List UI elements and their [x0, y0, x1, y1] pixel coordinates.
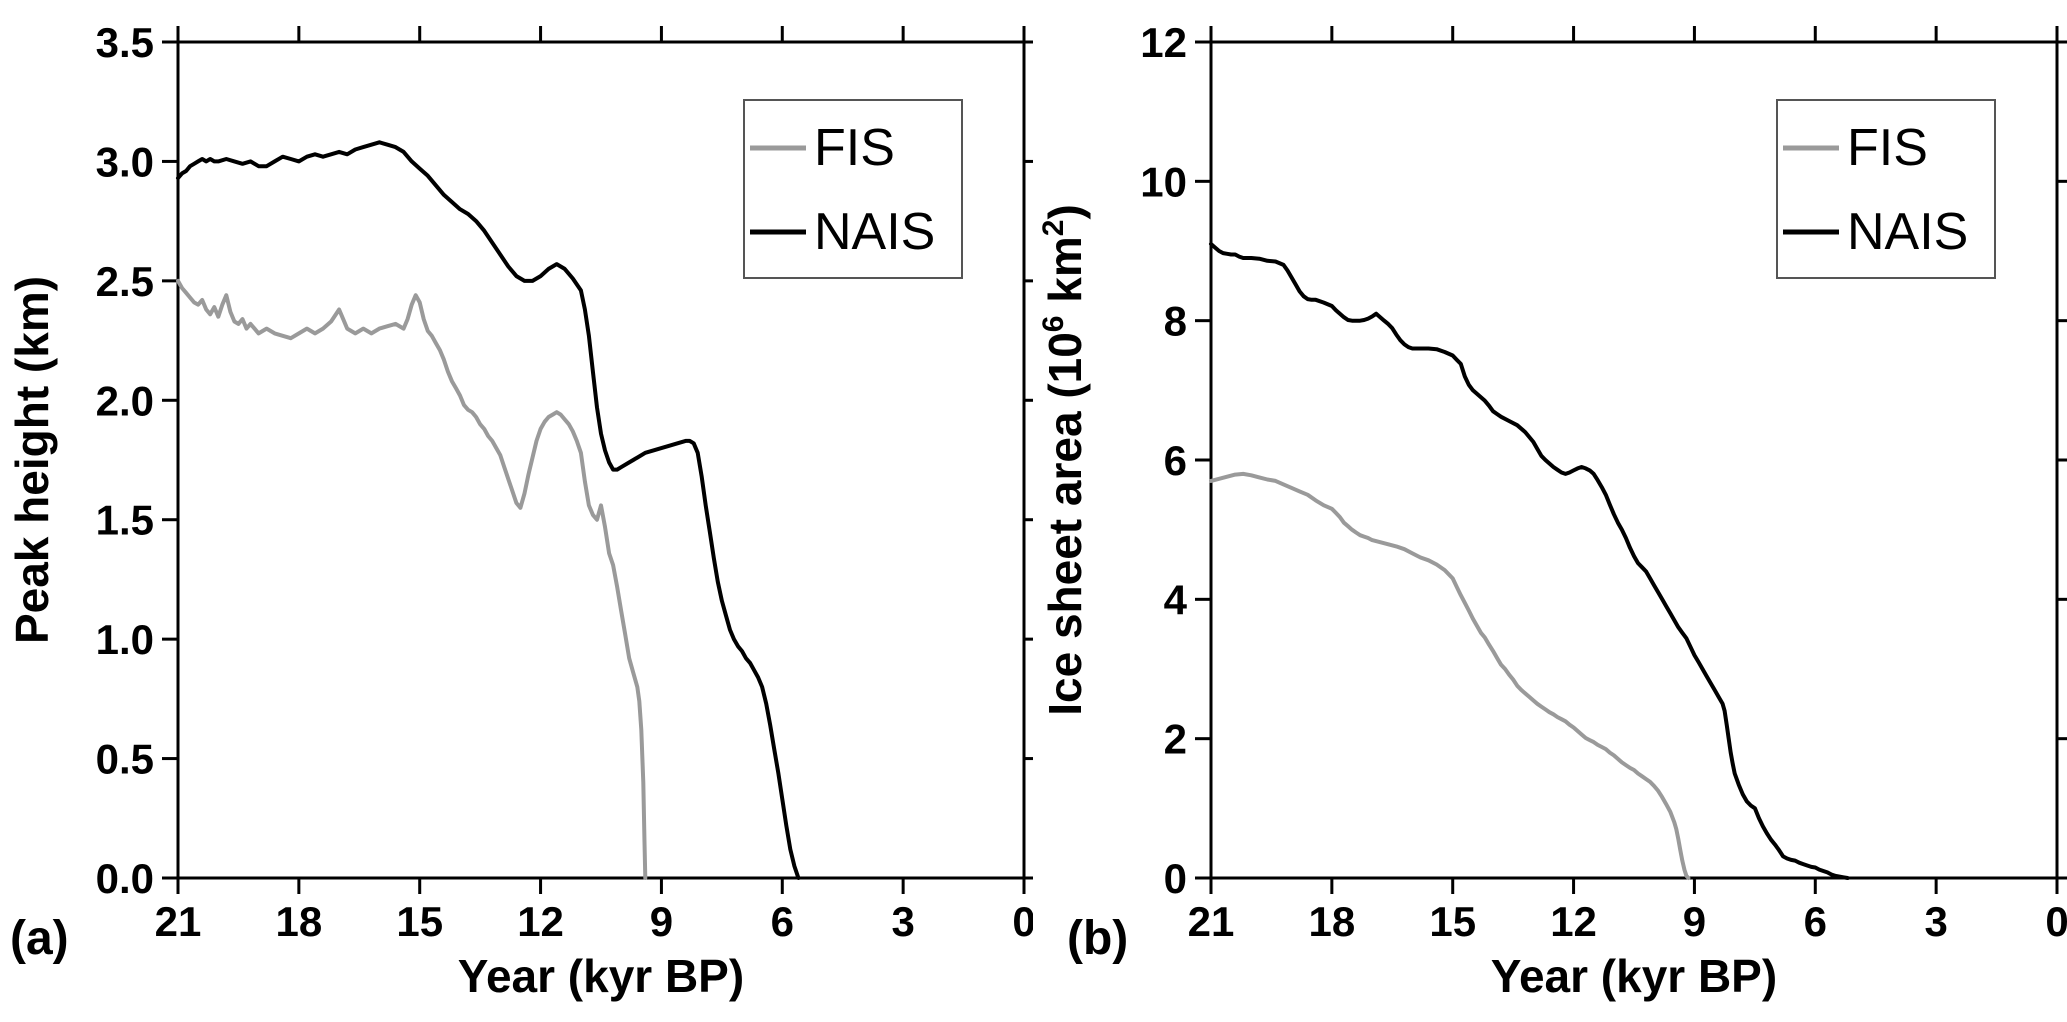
svg-text:Peak height (km): Peak height (km) [6, 276, 58, 644]
panel-a: 21 18 15 12 9 6 3 0 0.0 0.5 1.0 1.5 2.0 2.5 3.0 3.5 FIS N… [0, 0, 1033, 1022]
y-tick-label: 0 [1164, 855, 1187, 902]
x-tick-label: 6 [771, 898, 794, 945]
y-tick-label: 1.0 [96, 616, 154, 663]
x-tick-label: 3 [891, 898, 914, 945]
x-axis: 21 18 15 12 9 6 3 0 [1188, 26, 2067, 945]
svg-text:Ice sheet area (106 km2): Ice sheet area (106 km2) [1037, 204, 1091, 716]
y-axis: 0.0 0.5 1.0 1.5 2.0 2.5 3.0 3.5 [96, 19, 1033, 902]
series-line-fis [176, 278, 648, 880]
x-tick-label: 3 [1924, 898, 1947, 945]
y-tick-label: 3.5 [96, 19, 154, 66]
x-tick-label: 9 [650, 898, 673, 945]
series-line-fis [1209, 471, 1691, 880]
legend-label-nais: NAIS [814, 203, 935, 261]
x-tick-label: 9 [1683, 898, 1706, 945]
y-tick-label: 2.5 [96, 258, 154, 305]
legend: FIS NAIS [1776, 99, 1996, 279]
x-tick-label: 6 [1804, 898, 1827, 945]
y-tick-label: 10 [1140, 158, 1187, 205]
x-tick-label: 12 [517, 898, 564, 945]
panel-label-b: (b) [1067, 912, 1128, 965]
x-tick-label: 0 [2045, 898, 2067, 945]
x-tick-label: 15 [396, 898, 443, 945]
chart-b: 21 18 15 12 9 6 3 0 0 2 4 6 8 10 12 FIS NAIS Year (kyr BP… [1037, 19, 2067, 1002]
x-tick-label: 15 [1429, 898, 1476, 945]
panel-label-a: (a) [10, 912, 69, 965]
legend-box [743, 99, 963, 279]
y-tick-label: 1.5 [96, 497, 154, 544]
plot-frame [176, 40, 1026, 880]
legend-box [1776, 99, 1996, 279]
series-line-nais [176, 140, 801, 880]
legend-label-nais: NAIS [1847, 203, 1968, 261]
y-tick-label: 3.0 [96, 138, 154, 185]
y-tick-label: 0.5 [96, 736, 154, 783]
x-axis-title: Year (kyr BP) [458, 950, 744, 1002]
y-tick-label: 8 [1164, 298, 1187, 345]
chart-a: 21 18 15 12 9 6 3 0 0.0 0.5 1.0 1.5 2.0 2.5 3.0 3.5 FIS N… [6, 19, 1033, 1002]
y-tick-label: 2 [1164, 716, 1187, 763]
panel-b: 21 18 15 12 9 6 3 0 0 2 4 6 8 10 12 FIS NAIS Year (kyr BP… [1033, 0, 2067, 1022]
legend: FIS NAIS [743, 99, 963, 279]
x-tick-label: 12 [1550, 898, 1597, 945]
y-axis-title: Peak height (km) [6, 276, 58, 644]
x-tick-label: 0 [1012, 898, 1033, 945]
series-line-nais [1209, 242, 1850, 880]
legend-label-fis: FIS [1847, 119, 1928, 177]
x-axis: 21 18 15 12 9 6 3 0 [155, 26, 1033, 945]
x-axis-title: Year (kyr BP) [1491, 950, 1777, 1002]
y-tick-label: 12 [1140, 19, 1187, 66]
x-tick-label: 18 [1308, 898, 1355, 945]
y-axis: 0 2 4 6 8 10 12 [1140, 19, 2067, 902]
y-tick-label: 4 [1164, 576, 1188, 623]
x-tick-label: 18 [275, 898, 322, 945]
legend-label-fis: FIS [814, 119, 895, 177]
x-tick-label: 21 [1188, 898, 1235, 945]
x-tick-label: 21 [155, 898, 202, 945]
y-tick-label: 2.0 [96, 377, 154, 424]
y-axis-title: Ice sheet area (106 km2) [1037, 204, 1091, 716]
y-tick-label: 6 [1164, 437, 1187, 484]
y-tick-label: 0.0 [96, 855, 154, 902]
